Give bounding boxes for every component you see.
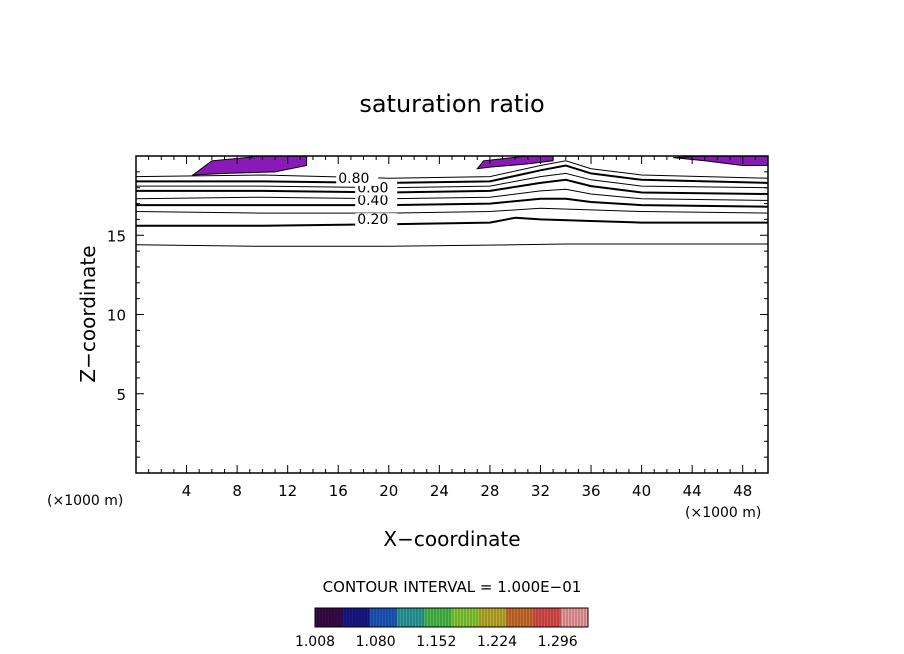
z-unit-label: (×1000 m)	[47, 493, 123, 509]
colorbar-tick-labels: 1.008 1.080 1.152 1.224 1.296	[295, 634, 578, 650]
x-tick-label-28: 28	[480, 482, 499, 500]
colorbar-segment	[315, 608, 343, 627]
colorbar-tick-label-1.008: 1.008	[295, 634, 335, 650]
contour-label-bg	[355, 194, 398, 209]
contour-label-bg	[355, 213, 398, 228]
x-axis-label: X−coordinate	[383, 527, 520, 551]
x-tick-label-24: 24	[430, 482, 449, 500]
contour-line-0.7	[136, 172, 769, 189]
x-tick-label-8: 8	[232, 482, 242, 500]
contour-line-0.4	[136, 197, 769, 208]
contour-label-0.40: 0.40	[357, 193, 388, 209]
colorbar-segment	[451, 608, 480, 627]
colorbar-segment	[369, 608, 398, 627]
x-tick-label-48: 48	[733, 482, 752, 500]
axis-ticks	[136, 156, 768, 473]
x-tick-label-36: 36	[581, 482, 600, 500]
contour-lines	[135, 160, 769, 247]
colorbar-segment	[533, 608, 562, 627]
contour-line-0.9	[135, 160, 769, 179]
contour-line-0.5	[135, 188, 769, 201]
y-tick-label-5: 5	[116, 386, 126, 404]
x-tick-labels: 4 8 12 16 20 24 28 32 36 40 44 48	[182, 482, 752, 500]
colorbar-tick-label-1.080: 1.080	[356, 634, 396, 650]
supersaturated-region-3	[673, 155, 769, 166]
y-tick-labels: 5 10 15	[107, 227, 126, 404]
y-tick-label-15: 15	[107, 227, 126, 245]
colorbar-segment	[560, 608, 589, 627]
x-tick-label-44: 44	[683, 482, 702, 500]
contour-label-0.20: 0.20	[357, 212, 388, 228]
colorbar-tick-label-1.224: 1.224	[477, 634, 517, 650]
contour-line-0.3	[135, 207, 769, 214]
x-tick-label-4: 4	[182, 482, 192, 500]
colorbar-tick-label-1.296: 1.296	[538, 634, 578, 650]
colorbar-frame	[314, 607, 589, 628]
x-tick-label-16: 16	[329, 482, 348, 500]
contour-label-bg	[336, 171, 379, 186]
contour-labels: 0.200.400.600.80	[336, 171, 398, 228]
x-tick-label-32: 32	[531, 482, 550, 500]
supersaturated-regions	[191, 155, 769, 176]
contour-line-0.1	[135, 243, 768, 247]
chart-title: saturation ratio	[359, 90, 544, 118]
x-tick-label-12: 12	[278, 482, 297, 500]
contour-line-0.8	[136, 164, 769, 184]
contour-label-0.80: 0.80	[338, 171, 369, 187]
x-tick-label-20: 20	[379, 482, 398, 500]
contour-line-0.2	[136, 216, 768, 227]
contour-line-0.6	[136, 178, 769, 195]
supersaturated-region-1	[191, 155, 308, 176]
contour-interval-text: CONTOUR INTERVAL = 1.000E−01	[323, 578, 582, 596]
colorbar-tick-label-1.152: 1.152	[416, 634, 456, 650]
x-unit-label: (×1000 m)	[685, 505, 761, 521]
y-tick-label-10: 10	[107, 307, 126, 325]
x-tick-label-40: 40	[632, 482, 651, 500]
colorbar	[315, 608, 589, 627]
y-axis-label: Z−coordinate	[76, 245, 100, 382]
